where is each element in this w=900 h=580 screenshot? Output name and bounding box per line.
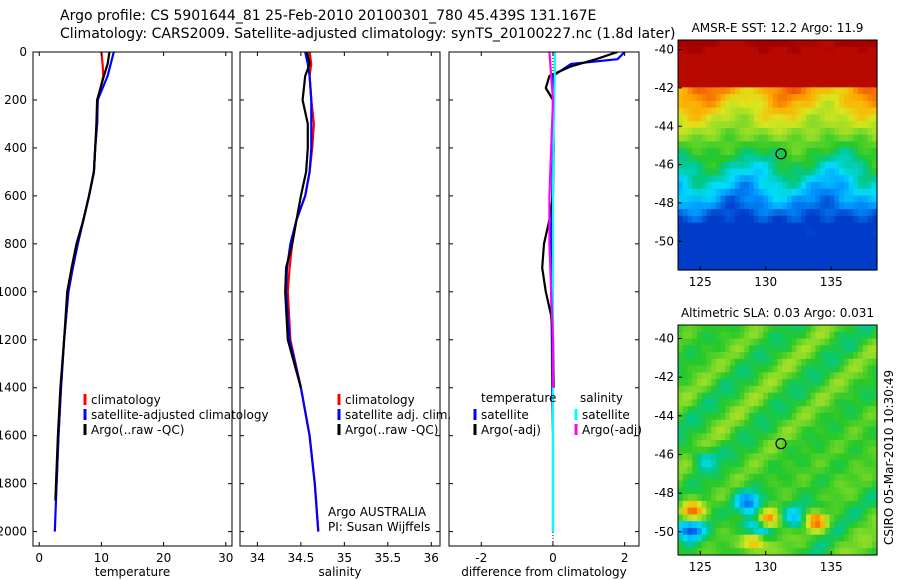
header-line-1: Argo profile: CS 5901644_81 25-Feb-2010 …: [60, 8, 597, 24]
sla-map-xtick-label-0: 125: [689, 560, 712, 574]
sst-map-cells: [678, 40, 878, 271]
sst-map-frame: [677, 39, 878, 271]
y-tick-label-7: 1400: [0, 381, 27, 395]
sla-map-ytick-label-1: -42: [654, 370, 674, 384]
y-tick-label-3: 600: [4, 189, 27, 203]
legend-difference-title-left: temperature: [481, 391, 556, 405]
legend-salinity-1-label: satellite adj. clim.: [345, 408, 451, 422]
y-tick-label-0: 0: [19, 45, 27, 59]
sla-map-title: Altimetric SLA: 0.03 Argo: 0.031: [681, 306, 874, 320]
y-tick-label-4: 800: [4, 237, 27, 251]
credit-pi: PI: Susan Wijffels: [328, 520, 430, 534]
legend-temperature-2-label: Argo(..raw -QC): [91, 423, 184, 437]
y-tick-label-10: 2000: [0, 525, 27, 539]
sst-map-ytick-label-4: -48: [654, 196, 674, 210]
plot-frame-salinity: [239, 51, 441, 547]
sla-map-xtick-label-1: 130: [754, 560, 777, 574]
series-line-temperature-2: [54, 52, 111, 501]
y-tick-label-1: 200: [4, 93, 27, 107]
plot-frame-temperature: [32, 51, 233, 547]
sla-map-ytick-label-0: -40: [654, 332, 674, 346]
legend-difference-right-0-label: satellite: [582, 408, 630, 422]
sla-map-cells: [678, 325, 878, 556]
sla-map-ytick-label-2: -44: [654, 409, 674, 423]
x-axis-label-salinity: salinity: [318, 565, 361, 579]
sst-map-xtick-label-0: 125: [689, 275, 712, 289]
x-tick-label-salinity-1: 34.5: [288, 551, 315, 565]
header-line-2: Climatology: CARS2009. Satellite-adjuste…: [60, 26, 676, 42]
y-tick-label-2: 400: [4, 141, 27, 155]
series-line-temperature-1: [53, 52, 115, 532]
x-tick-label-difference-0: -2: [475, 551, 487, 565]
legend-difference-title-right: salinity: [580, 391, 623, 405]
sst-map-ytick-label-3: -46: [654, 158, 674, 172]
x-tick-label-temperature-3: 30: [218, 551, 233, 565]
sla-map-frame: [677, 324, 878, 556]
legend-temperature-0-label: climatology: [91, 393, 161, 407]
sla-map-ytick-label-5: -50: [654, 525, 674, 539]
sst-map-argo-marker: [775, 148, 787, 160]
legend-salinity-0-label: climatology: [345, 393, 415, 407]
sst-map-ytick-label-5: -50: [654, 234, 674, 248]
x-tick-label-difference-1: 0: [549, 551, 557, 565]
legend-difference-left-1-label: Argo(-adj): [481, 423, 541, 437]
sla-map-argo-marker: [775, 438, 787, 450]
y-tick-label-5: 1000: [0, 285, 27, 299]
series-line-salinity-2: [284, 52, 311, 388]
legend-temperature-1-label: satellite-adjusted climatology: [91, 408, 269, 422]
x-tick-label-difference-2: 2: [621, 551, 629, 565]
legend-difference-left-0-label: satellite: [481, 408, 529, 422]
y-tick-label-6: 1200: [0, 333, 27, 347]
x-tick-label-salinity-3: 35.5: [374, 551, 401, 565]
x-axis-label-temperature: temperature: [95, 565, 170, 579]
x-tick-label-salinity-0: 34: [250, 551, 265, 565]
sst-map-title: AMSR-E SST: 12.2 Argo: 11.9: [692, 21, 864, 35]
sst-map-xtick-label-1: 130: [754, 275, 777, 289]
series-line-difference-0: [550, 52, 626, 532]
series-line-difference-2: [551, 52, 556, 532]
sla-map-xtick-label-2: 135: [820, 560, 843, 574]
sla-map-ytick-label-4: -48: [654, 486, 674, 500]
legend-difference-right-1-label: Argo(-adj): [582, 423, 642, 437]
sst-map-ytick-label-1: -42: [654, 81, 674, 95]
x-axis-label-difference: difference from climatology: [461, 565, 627, 579]
credit-org: Argo AUSTRALIA: [328, 505, 427, 519]
series-line-salinity-0: [286, 52, 320, 532]
sst-map-ytick-label-0: -40: [654, 43, 674, 57]
x-tick-label-temperature-0: 0: [35, 551, 43, 565]
y-tick-label-9: 1800: [0, 477, 27, 491]
sst-map-xtick-label-2: 135: [820, 275, 843, 289]
y-tick-label-8: 1600: [0, 429, 27, 443]
x-tick-label-temperature-2: 20: [156, 551, 171, 565]
plot-frame-difference: [448, 51, 640, 547]
sst-map-ytick-label-2: -44: [654, 119, 674, 133]
legend-salinity-2-label: Argo(..raw -QC): [345, 423, 438, 437]
sla-map-ytick-label-3: -46: [654, 447, 674, 461]
x-tick-label-salinity-2: 35: [337, 551, 352, 565]
x-tick-label-salinity-4: 36: [424, 551, 439, 565]
x-tick-label-temperature-1: 10: [94, 551, 109, 565]
credit-stamp: CSIRO 05-Mar-2010 10:30:49: [882, 370, 896, 545]
series-line-difference-3: [548, 52, 555, 388]
